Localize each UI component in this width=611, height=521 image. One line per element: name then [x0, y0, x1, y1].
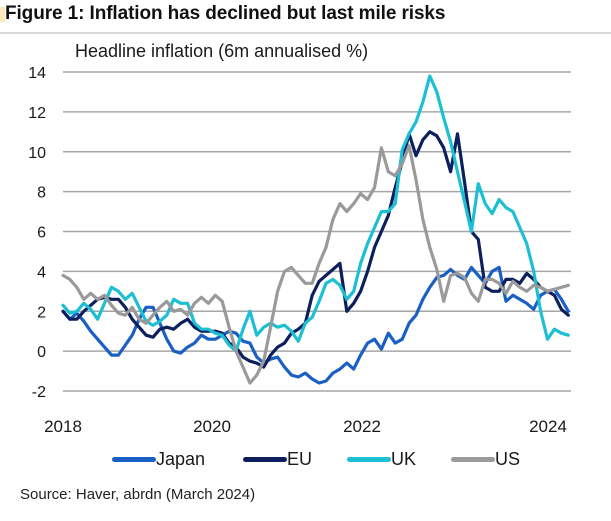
title-bar: Figure 1: Inflation has declined but las…	[0, 0, 611, 34]
legend-swatch-japan	[112, 457, 156, 462]
legend-item-eu: EU	[243, 449, 312, 470]
legend-label-us: US	[495, 449, 521, 469]
x-tick-label: 2018	[44, 417, 82, 436]
legend-swatch-eu	[243, 457, 287, 462]
chart-subtitle: Headline inflation (6m annualised %)	[75, 41, 369, 61]
legend-swatch-us	[451, 457, 495, 462]
figure-title: Figure 1: Inflation has declined but las…	[5, 3, 446, 24]
gridlines	[63, 71, 571, 392]
y-tick-label: 14	[28, 65, 46, 82]
legend-label-japan: Japan	[156, 449, 206, 469]
legend-item-uk: UK	[347, 449, 416, 470]
y-tick-label: 12	[28, 105, 46, 122]
x-axis-ticks: 2018 2020 2022 2024	[44, 417, 567, 436]
y-tick-label: 0	[37, 344, 46, 361]
chart-legend: Japan EU UK US	[0, 449, 611, 473]
legend-label-eu: EU	[287, 449, 313, 469]
y-tick-label: -2	[32, 384, 46, 401]
x-tick-label: 2020	[193, 417, 231, 436]
y-tick-label: 10	[28, 145, 46, 162]
series-line-us	[61, 144, 570, 385]
source-note: Source: Haver, abrdn (March 2024)	[20, 486, 256, 503]
series-line-eu	[61, 130, 570, 369]
y-tick-label: 6	[37, 225, 46, 242]
legend-item-japan: Japan	[112, 449, 205, 470]
title-accent-mark	[0, 7, 5, 22]
y-tick-label: 8	[37, 185, 46, 202]
series-line-uk	[61, 74, 570, 353]
legend-swatch-uk	[347, 457, 391, 462]
line-chart: -2 0 2 4 6 8 10 12 14 2018 2020 2022 2024	[28, 65, 571, 436]
x-tick-label: 2022	[343, 417, 381, 436]
y-tick-label: 2	[37, 304, 46, 321]
legend-item-us: US	[451, 449, 520, 470]
y-tick-label: 4	[37, 264, 46, 281]
legend-label-uk: UK	[391, 449, 417, 469]
y-axis-ticks: -2 0 2 4 6 8 10 12 14	[28, 65, 46, 401]
x-tick-label: 2024	[529, 417, 567, 436]
series-lines	[61, 74, 570, 385]
